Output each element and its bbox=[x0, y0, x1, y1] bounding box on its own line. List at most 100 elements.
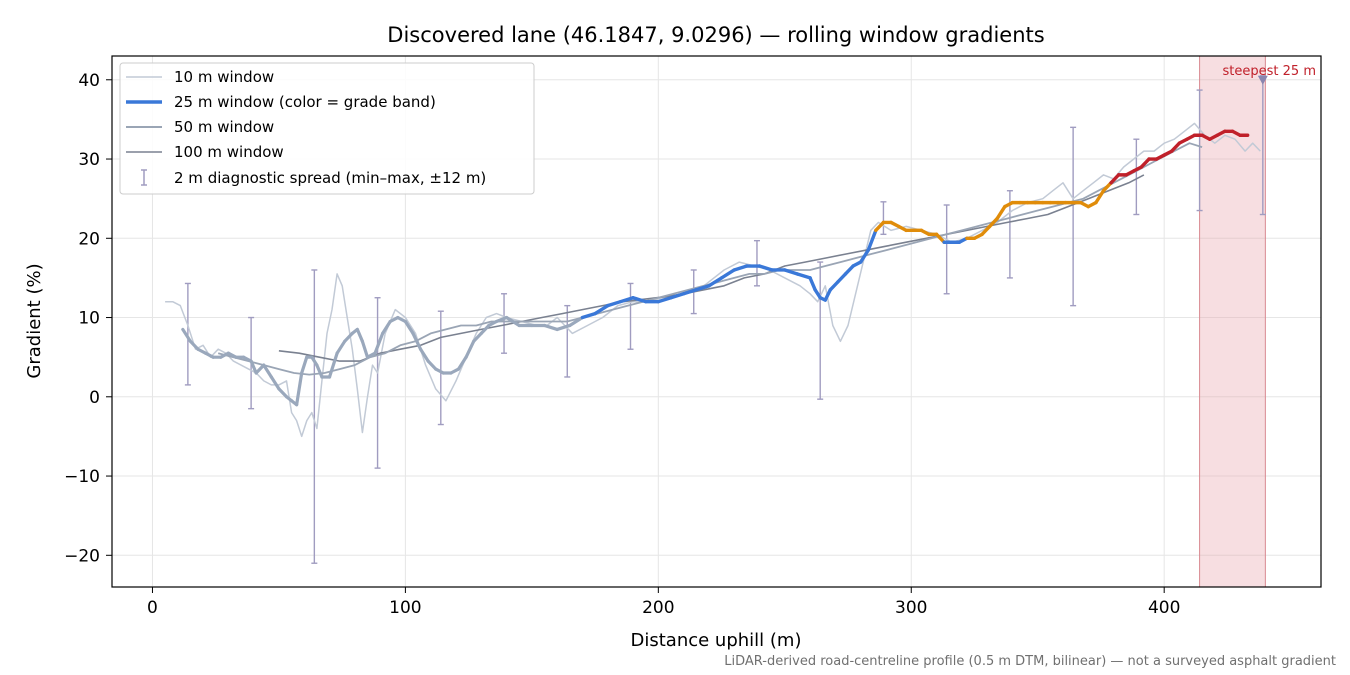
series-25m-segment bbox=[327, 351, 339, 379]
series-25m-segment bbox=[456, 355, 468, 371]
series-25m-segment bbox=[828, 280, 840, 292]
y-tick-label: 20 bbox=[78, 229, 100, 249]
series-25m-segment bbox=[1101, 181, 1113, 193]
legend-swatch-errorbar bbox=[141, 169, 147, 186]
error-bar bbox=[1133, 138, 1140, 216]
series-25m-segment bbox=[542, 323, 559, 332]
x-tick-label: 300 bbox=[895, 598, 927, 618]
series-25m-segment bbox=[555, 323, 572, 332]
series-25m-segment bbox=[823, 288, 833, 302]
error-bar bbox=[817, 261, 824, 400]
x-axis-label: Distance uphill (m) bbox=[631, 630, 802, 651]
error-bar bbox=[880, 201, 887, 236]
series-25m-segment bbox=[568, 315, 585, 328]
x-tick-label: 200 bbox=[642, 598, 674, 618]
error-bar bbox=[943, 204, 950, 295]
series-25m-segment bbox=[300, 355, 309, 375]
legend-label-25m: 25 m window (color = grade band) bbox=[174, 93, 436, 111]
series-25m-segment bbox=[504, 315, 521, 328]
error-bar bbox=[437, 310, 444, 426]
series-25m-segment bbox=[874, 220, 886, 233]
y-tick-label: 30 bbox=[78, 150, 100, 170]
series-25m-segment bbox=[707, 276, 724, 288]
error-bar bbox=[627, 282, 634, 350]
legend-label-10m: 10 m window bbox=[174, 68, 274, 86]
error-bar bbox=[753, 239, 760, 287]
y-axis-ticks: −20 −10 0 10 20 30 40 bbox=[64, 71, 112, 566]
annotation-label: steepest 25 m bbox=[1223, 64, 1316, 79]
series-10m-window bbox=[165, 122, 1261, 438]
y-tick-label: 10 bbox=[78, 309, 100, 329]
series-25m-segment bbox=[795, 272, 812, 280]
series-25m-segment bbox=[995, 204, 1007, 221]
x-tick-label: 0 bbox=[147, 598, 158, 618]
error-bar bbox=[501, 293, 508, 354]
error-bar bbox=[1196, 89, 1203, 212]
series-25m-segment bbox=[681, 288, 698, 296]
series-25m-segment bbox=[1109, 173, 1121, 185]
series-25m-segment bbox=[254, 363, 266, 375]
series-25m-segment bbox=[1094, 189, 1106, 205]
series-25m-window bbox=[181, 129, 1250, 407]
series-lines bbox=[165, 122, 1261, 438]
footnote: LiDAR-derived road-centreline profile (0… bbox=[724, 654, 1336, 669]
series-25m-segment bbox=[355, 327, 364, 343]
y-tick-label: −20 bbox=[64, 546, 100, 566]
series-25m-segment bbox=[188, 339, 200, 351]
series-25m-segment bbox=[403, 319, 415, 335]
y-tick-label: 40 bbox=[78, 71, 100, 91]
error-bar bbox=[1070, 126, 1077, 307]
series-25m-segment bbox=[618, 296, 635, 304]
legend-label-100m: 100 m window bbox=[174, 143, 284, 161]
series-25m-segment bbox=[411, 331, 423, 351]
chart-title: Discovered lane (46.1847, 9.0296) — roll… bbox=[387, 23, 1044, 47]
x-axis-ticks: 0 100 200 300 400 bbox=[147, 587, 1180, 618]
legend-label-errorbar: 2 m diagnostic spread (min–max, ±12 m) bbox=[174, 169, 486, 187]
series-25m-segment bbox=[808, 276, 817, 292]
series-25m-segment bbox=[732, 264, 749, 272]
series-25m-segment bbox=[669, 292, 686, 300]
y-tick-label: 0 bbox=[89, 388, 100, 408]
series-25m-segment bbox=[277, 387, 289, 399]
series-25m-segment bbox=[472, 331, 483, 343]
series-25m-segment bbox=[1139, 157, 1151, 169]
error-bar bbox=[374, 297, 381, 469]
legend-box bbox=[119, 62, 535, 195]
series-25m-segment bbox=[181, 327, 193, 343]
plot-frame bbox=[111, 55, 1322, 588]
series-25m-segment bbox=[858, 248, 870, 264]
series-25m-segment bbox=[335, 339, 347, 355]
legend-label-50m: 50 m window bbox=[174, 118, 274, 136]
error-bar bbox=[564, 304, 571, 378]
series-25m-segment bbox=[494, 315, 509, 324]
series-25m-segment bbox=[593, 303, 610, 316]
series-25m-segment bbox=[269, 375, 281, 391]
series-25m-segment bbox=[987, 216, 999, 229]
legend: 10 m window 25 m window (color = grade b… bbox=[119, 62, 535, 195]
series-25m-segment bbox=[866, 228, 878, 252]
series-25m-segment bbox=[426, 359, 438, 371]
series-25m-segment bbox=[249, 359, 258, 375]
series-25m-segment bbox=[694, 284, 711, 292]
series-25m-segment bbox=[381, 319, 392, 335]
series-25m-segment bbox=[843, 264, 855, 276]
series-25m-segment bbox=[631, 296, 648, 304]
y-tick-label: −10 bbox=[64, 467, 100, 487]
series-25m-segment bbox=[656, 296, 673, 304]
series-25m-segment bbox=[783, 268, 800, 276]
series-25m-segment bbox=[1170, 141, 1182, 153]
series-25m-segment bbox=[464, 339, 476, 359]
series-25m-segment bbox=[262, 363, 273, 379]
series-25m-segment bbox=[606, 299, 623, 308]
series-25m-segment bbox=[360, 339, 370, 359]
steepest-window-highlight bbox=[1199, 55, 1266, 588]
steepest-marker-triangle bbox=[1257, 75, 1268, 85]
series-25m-segment bbox=[373, 331, 385, 355]
series-25m-segment bbox=[836, 272, 848, 284]
x-tick-label: 100 bbox=[389, 598, 421, 618]
error-bars bbox=[184, 75, 1266, 564]
series-25m-segment bbox=[315, 363, 324, 379]
error-bar bbox=[184, 282, 191, 386]
series-25m-segment bbox=[980, 224, 992, 237]
